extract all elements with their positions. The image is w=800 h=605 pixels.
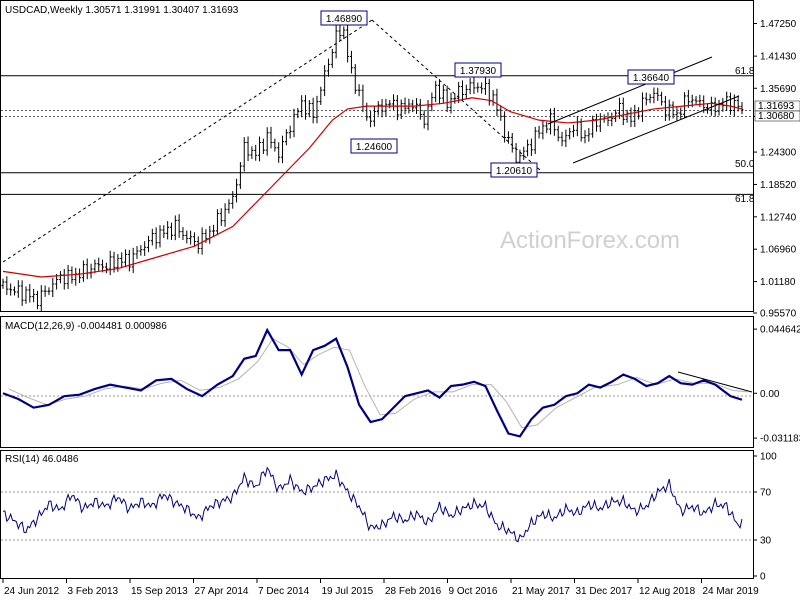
rsi-y-tick-label-3: 0 <box>760 572 766 583</box>
rsi-y-tick-label-1: 70 <box>760 488 772 499</box>
rsi-header: RSI(14) 46.0486 <box>5 454 79 465</box>
moving-average-line <box>2 97 743 278</box>
price-y-tick-label-1: 1.41430 <box>760 52 797 63</box>
rsi-line <box>2 466 743 543</box>
fib-tag-2: 50.0 <box>735 159 755 170</box>
price-y-tick-label-4: 1.24300 <box>760 148 797 159</box>
price-header: USDCAD,Weekly 1.30571 1.31991 1.30407 1.… <box>5 5 239 16</box>
macd-y-tick-label-2: -0.031183 <box>760 434 800 445</box>
channel-upper <box>547 56 713 125</box>
price-y-tick-label-7: 1.06960 <box>760 245 797 256</box>
macd-line <box>2 327 743 438</box>
callout-3: 1.24600 <box>356 142 393 153</box>
rally-line <box>2 19 373 263</box>
callout-2: 1.36640 <box>633 73 670 84</box>
x-tick-label-3: 27 Apr 2014 <box>195 586 249 597</box>
macd-falling-line <box>677 371 753 393</box>
x-tick-label-4: 7 Dec 2014 <box>258 586 310 597</box>
price-y-tick-label-2: 1.35690 <box>760 84 797 95</box>
x-tick-label-6: 28 Feb 2016 <box>385 586 442 597</box>
callout-labels: 1.46890 1.37930 1.36640 1.24600 1.20610 <box>320 10 675 178</box>
price-y-tick-label-5: 1.18520 <box>760 180 797 191</box>
fib-tag-3: 61.8 <box>735 194 755 205</box>
rsi-panel-frame <box>0 450 754 579</box>
x-axis: 24 Jun 2012 3 Feb 2013 15 Sep 2013 27 Apr 2… <box>2 579 760 597</box>
price-y-tick-label-9: 0.95570 <box>760 309 797 320</box>
macd-signal-line <box>8 337 748 429</box>
callout-low: 1.20610 <box>496 166 533 177</box>
macd-y-axis: 0.044642 0.00 -0.031183 <box>753 325 800 445</box>
callout-high: 1.46890 <box>326 14 363 25</box>
price-y-tick-label-0: 1.47250 <box>760 19 797 30</box>
x-tick-label-10: 12 Aug 2018 <box>639 586 696 597</box>
macd-y-tick-label-0: 0.044642 <box>760 325 800 336</box>
macd-panel-frame <box>0 316 754 448</box>
fall-line <box>371 19 541 171</box>
price-y-tick-label-8: 1.01180 <box>760 277 796 288</box>
rsi-y-tick-label-2: 30 <box>760 536 772 547</box>
price-panel-frame <box>0 0 754 312</box>
x-tick-label-5: 19 Jul 2015 <box>322 586 374 597</box>
channel-lower <box>572 95 740 164</box>
watermark: ActionForex.com <box>500 227 680 254</box>
price-y-axis: 1.47250 1.41430 1.35690 1.30680 1.24300 1.185… <box>753 19 797 320</box>
x-tick-label-9: 31 Dec 2017 <box>576 586 633 597</box>
current-price-tag: 1.31693 <box>758 101 795 112</box>
x-tick-label-2: 15 Sep 2013 <box>131 586 188 597</box>
rsi-y-tick-label-0: 100 <box>760 452 777 463</box>
x-tick-label-0: 24 Jun 2012 <box>4 586 59 597</box>
level-price-tag: 1.30680 <box>758 111 795 122</box>
x-tick-label-7: 9 Oct 2016 <box>449 586 498 597</box>
rsi-y-axis: 100 70 30 0 <box>753 452 777 583</box>
x-tick-label-11: 24 Mar 2019 <box>703 586 760 597</box>
x-tick-label-8: 21 May 2017 <box>512 586 570 597</box>
price-y-tick-label-6: 1.12740 <box>760 212 797 223</box>
x-tick-label-1: 3 Feb 2013 <box>68 586 119 597</box>
callout-1: 1.37930 <box>460 66 497 77</box>
macd-y-tick-label-1: 0.00 <box>760 389 780 400</box>
fib-tag-1: 61.8 <box>735 66 755 77</box>
macd-header: MACD(12,26,9) -0.004481 0.000986 <box>5 321 167 332</box>
